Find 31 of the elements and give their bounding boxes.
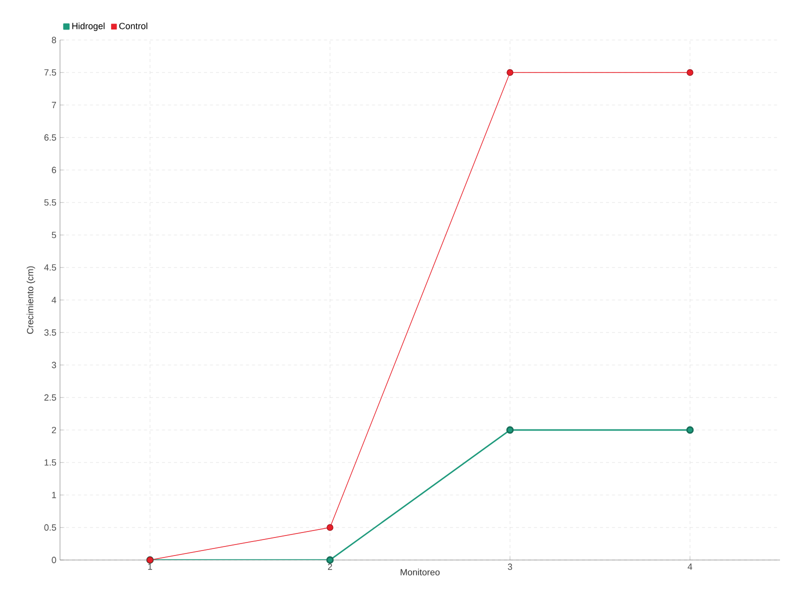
x-tick-label: 2 xyxy=(328,564,332,570)
point xyxy=(506,69,514,76)
point xyxy=(686,426,694,434)
y-tick-label: 3 xyxy=(52,362,56,368)
y-tick-label: 5.5 xyxy=(44,199,56,206)
y-tick-label: 0.5 xyxy=(44,524,56,531)
x-axis-title: Monitoreo xyxy=(400,568,440,576)
y-tick-label: 1.5 xyxy=(44,459,56,466)
y-tick-label: 8 xyxy=(52,36,56,44)
point xyxy=(326,556,334,564)
y-tick-label: 1 xyxy=(52,492,56,498)
y-tick-label: 7 xyxy=(52,102,56,108)
x-tick-label: 4 xyxy=(688,564,692,570)
y-tick-label: 6 xyxy=(52,166,56,174)
legend-label: Control xyxy=(119,22,148,30)
y-tick-label: 2.5 xyxy=(44,394,56,401)
point xyxy=(326,524,334,531)
x-tick-label: 1 xyxy=(148,564,152,570)
y-tick-label: 4 xyxy=(52,296,56,304)
x-tick-label: 3 xyxy=(508,564,512,570)
y-tick-label: 5 xyxy=(52,232,56,238)
y-tick-label: 4.5 xyxy=(44,264,56,271)
y-tick-label: 0 xyxy=(52,556,56,564)
y-tick-label: 6.5 xyxy=(44,134,56,141)
y-tick-label: 2 xyxy=(52,426,56,434)
y-axis-title: Crecimiento (cm) xyxy=(26,266,36,334)
y-tick-label: 7.5 xyxy=(44,69,56,76)
legend-label: Hidrogel xyxy=(72,22,105,31)
y-tick-label: 3.5 xyxy=(44,329,56,336)
point xyxy=(506,426,514,434)
point xyxy=(686,69,694,76)
